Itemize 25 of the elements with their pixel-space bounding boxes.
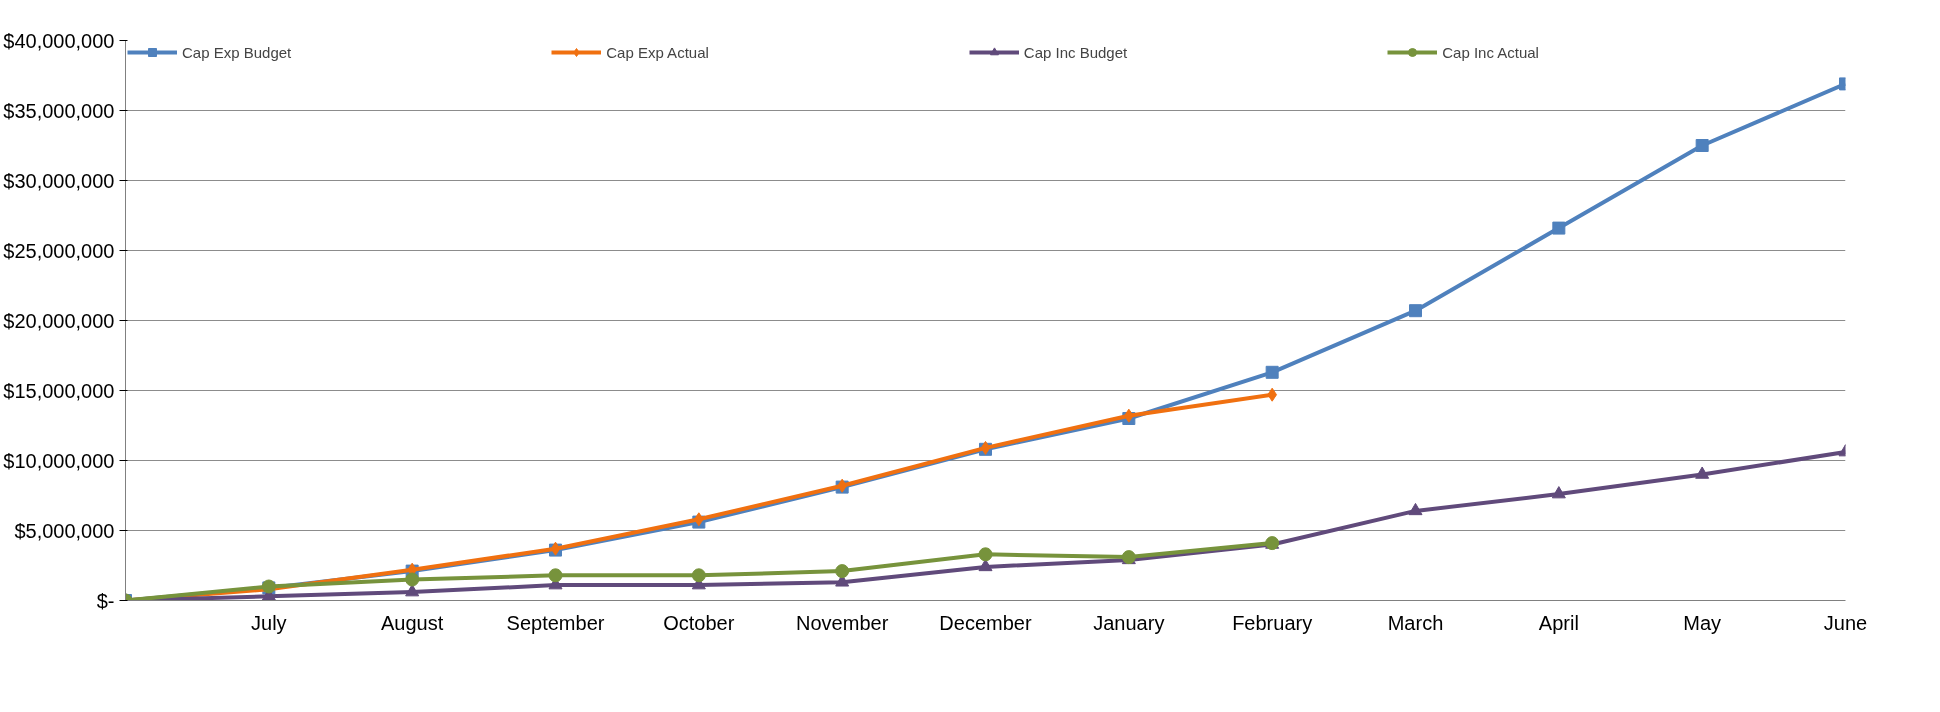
x-tick-label: July — [251, 611, 287, 634]
y-tick-label: $- — [96, 589, 115, 612]
x-tick-label: September — [506, 611, 605, 634]
y-tick-label: $15,000,000 — [3, 379, 115, 402]
x-tick-label: May — [1683, 611, 1722, 634]
y-tick-label: $20,000,000 — [3, 309, 115, 332]
y-tick-label: $35,000,000 — [3, 99, 115, 122]
y-tick-label: $10,000,000 — [3, 449, 115, 472]
y-tick-label: $5,000,000 — [14, 519, 115, 542]
x-tick-label: January — [1093, 611, 1165, 634]
x-tick-label: December — [939, 611, 1032, 634]
legend-label: Cap Exp Actual — [606, 43, 709, 61]
y-tick-label: $25,000,000 — [3, 239, 115, 262]
x-tick-label: August — [381, 611, 444, 634]
x-tick-label: April — [1538, 611, 1579, 634]
legend-label: Cap Inc Actual — [1442, 43, 1539, 61]
x-tick-label: February — [1232, 611, 1313, 634]
x-tick-label: November — [796, 611, 889, 634]
y-tick-label: $30,000,000 — [3, 169, 115, 192]
x-tick-label: March — [1387, 611, 1444, 634]
legend-label: Cap Inc Budget — [1023, 43, 1128, 61]
x-tick-label: June — [1823, 611, 1868, 634]
legend-label: Cap Exp Budget — [182, 43, 292, 61]
x-tick-label: October — [663, 611, 735, 634]
y-tick-label: $40,000,000 — [3, 29, 115, 52]
